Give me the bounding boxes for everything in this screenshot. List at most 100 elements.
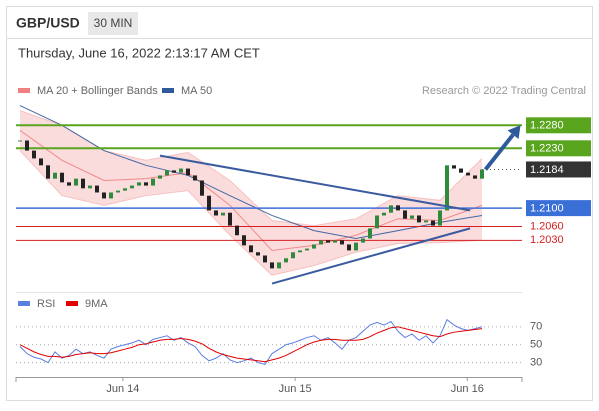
candle <box>193 175 197 181</box>
candle <box>375 215 379 229</box>
candle <box>270 262 274 269</box>
candle <box>221 212 225 216</box>
candle <box>81 178 85 189</box>
legend-swatch <box>162 88 174 93</box>
candle <box>123 188 127 191</box>
trendline <box>271 227 471 285</box>
level-label: 1.2060 <box>530 220 564 232</box>
y-tick-label: 30 <box>530 356 542 368</box>
candle <box>326 240 330 243</box>
candle <box>403 210 407 219</box>
candle <box>438 210 442 226</box>
candle <box>144 182 148 186</box>
forecast-arrow-head <box>507 125 521 140</box>
candle <box>249 245 253 253</box>
legend-label: 9MA <box>85 298 108 310</box>
legend-swatch <box>18 88 30 93</box>
candle <box>396 205 400 211</box>
level-label-box <box>526 161 591 178</box>
candle <box>60 172 64 183</box>
candle <box>214 210 218 216</box>
candle <box>466 172 470 176</box>
candle <box>312 244 316 249</box>
legend-swatch <box>18 301 30 306</box>
candle <box>361 238 365 243</box>
series-line <box>19 105 483 239</box>
candle <box>305 248 309 251</box>
level-label: 1.2100 <box>530 203 564 215</box>
candle <box>347 244 351 251</box>
candle <box>165 170 169 176</box>
legend-label: RSI <box>37 298 55 310</box>
candle <box>179 168 183 173</box>
candle <box>368 228 372 239</box>
candle <box>102 192 106 199</box>
level-label: 1.2230 <box>530 143 564 155</box>
series-line <box>19 129 483 251</box>
candle <box>242 235 246 246</box>
x-tick-label: Jun 14 <box>106 383 139 395</box>
candle <box>410 215 414 219</box>
level-label-box <box>526 140 591 157</box>
legend-label: MA 20 + Bollinger Bands <box>37 85 158 97</box>
candle <box>18 140 22 142</box>
timeframe-box <box>88 12 138 35</box>
candle <box>25 140 29 151</box>
candle <box>333 240 337 243</box>
series-line <box>19 318 483 365</box>
bollinger-fill <box>20 110 482 276</box>
candle <box>354 242 358 251</box>
candle <box>88 185 92 189</box>
x-tick-label: Jun 16 <box>451 383 484 395</box>
candle <box>445 165 449 211</box>
candle <box>228 212 232 226</box>
candle <box>256 252 260 256</box>
candle <box>95 185 99 193</box>
legend-swatch <box>66 301 78 306</box>
candle <box>298 250 302 253</box>
candle <box>74 178 78 186</box>
candle <box>452 165 456 169</box>
x-tick-label: Jun 15 <box>279 383 312 395</box>
candle <box>263 255 267 263</box>
candle <box>389 205 393 213</box>
symbol: GBP/USD <box>16 15 80 31</box>
candle <box>459 168 463 173</box>
timeframe: 30 MIN <box>94 16 133 30</box>
candle <box>284 258 288 263</box>
candle <box>319 240 323 245</box>
candle <box>130 185 134 189</box>
level-label-box <box>526 200 591 217</box>
candle <box>382 212 386 216</box>
candle <box>46 165 50 179</box>
candle <box>340 240 344 245</box>
candle <box>200 180 204 196</box>
candle <box>207 195 211 211</box>
level-label: 1.2280 <box>530 120 564 132</box>
candle <box>431 220 435 226</box>
candle <box>158 175 162 179</box>
candle <box>67 182 71 186</box>
y-tick-label: 50 <box>530 339 542 351</box>
candle <box>137 182 141 186</box>
candle <box>473 175 477 179</box>
candle <box>39 158 43 166</box>
candle <box>291 252 295 259</box>
candle <box>417 215 421 223</box>
series-line <box>19 326 483 363</box>
candle <box>151 178 155 186</box>
level-label: 1.2030 <box>530 234 564 246</box>
level-label-box <box>526 117 591 134</box>
forecast-arrow <box>483 133 515 171</box>
timestamp: Thursday, June 16, 2022 2:13:17 AM CET <box>18 45 260 60</box>
band-line <box>19 150 483 276</box>
trendline <box>159 154 471 212</box>
candle <box>424 220 428 223</box>
y-tick-label: 70 <box>530 321 542 333</box>
candle <box>32 150 36 159</box>
candle <box>116 190 120 193</box>
credit: Research © 2022 Trading Central <box>422 85 586 97</box>
level-label: 1.2184 <box>530 164 564 176</box>
